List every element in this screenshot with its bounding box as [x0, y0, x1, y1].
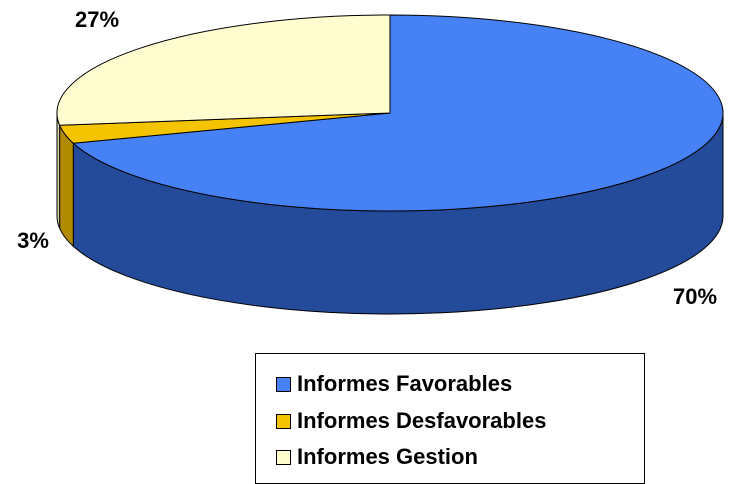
legend-swatch-desfavorables	[276, 413, 291, 429]
slice-gestion	[56, 14, 391, 126]
slice-favorables	[72, 14, 724, 212]
data-label-desfavorables: 3%	[17, 228, 49, 253]
data-label-favorables: 70%	[673, 284, 717, 309]
legend: Informes Favorables Informes Desfavorabl…	[255, 353, 645, 484]
slice-desfavorables-side	[59, 125, 74, 248]
legend-swatch-favorables	[276, 376, 291, 392]
legend-item-gestion: Informes Gestion	[276, 440, 478, 474]
pie-slices	[56, 14, 724, 212]
legend-label: Informes Favorables	[297, 371, 513, 396]
legend-label: Informes Gestion	[297, 444, 478, 469]
legend-item-desfavorables: Informes Desfavorables	[276, 404, 546, 438]
legend-swatch-gestion	[276, 449, 291, 465]
legend-item-favorables: Informes Favorables	[276, 367, 512, 401]
data-label-gestion: 27%	[75, 7, 119, 32]
legend-label: Informes Desfavorables	[297, 408, 547, 433]
slice-gestion-side	[56, 112, 61, 229]
